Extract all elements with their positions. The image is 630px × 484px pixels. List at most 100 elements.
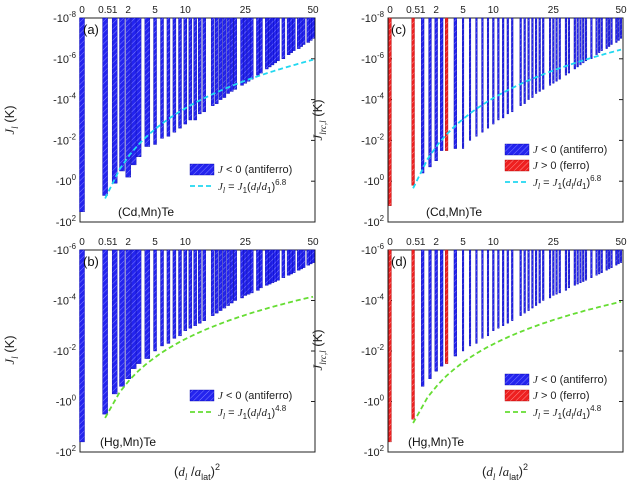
bar-antiferro [230,249,234,304]
legend-label-fit: Jl = J1(dl/d1)6.8 [533,174,602,191]
y-tick-label: -10-2 [53,132,76,147]
bar-antiferro [193,17,197,121]
legend-label-fit: Jl = J1(dl/d1)4.8 [218,404,287,421]
bar-antiferro [256,249,260,291]
bar-antiferro [265,17,269,70]
bar-antiferro [421,249,425,387]
bar-antiferro [172,17,177,133]
material-label: (Hg,Mn)Te [100,435,156,449]
top-tick-label: 0 [387,5,393,16]
bar-antiferro [119,17,125,172]
bar-antiferro [79,249,85,443]
top-tick-label: 0 [79,237,85,248]
bar-antiferro [582,249,585,282]
bar-antiferro [193,249,197,326]
bar-antiferro [576,249,579,285]
legend-swatch-antiferro [189,389,215,402]
y-axis-label: Jl (K) [2,105,20,134]
legend-swatch-antiferro [189,163,215,176]
y-tick-label: -10-6 [53,51,77,66]
y-tick-label: -102 [56,444,76,459]
y-tick-label: -10-6 [361,242,385,257]
legend-label-fit: Jl = J1(dl/d1)4.8 [533,404,602,421]
legend-label-fit: Jl = J1(dl/d1)6.8 [218,178,287,195]
bar-antiferro [502,249,505,326]
top-tick-label: 5 [460,5,466,16]
bar-antiferro [178,17,182,129]
bar-antiferro [506,249,509,324]
bar-antiferro [198,249,202,324]
bar-antiferro [595,249,598,276]
bar-antiferro [555,249,558,295]
bar-antiferro [475,249,478,344]
bar-antiferro [246,249,251,295]
bar-antiferro [210,17,215,106]
bar-antiferro [210,249,215,316]
bar-antiferro [102,17,108,196]
bar-antiferro [240,17,244,86]
bar-antiferro [292,249,296,273]
bar-ferro [388,249,392,443]
bar-antiferro [590,249,593,278]
bar-antiferro [502,17,505,119]
bar-antiferro [598,249,601,275]
panel-label: (d) [391,254,407,269]
bar-antiferro [492,249,495,332]
bar-antiferro [535,249,538,306]
bar-antiferro [125,249,131,379]
bar-antiferro [552,17,555,84]
top-tick-label: 0 [79,5,85,16]
bar-antiferro [292,17,296,51]
bar-antiferro [267,249,272,285]
y-tick-label: -10-4 [53,293,77,308]
bar-antiferro [605,249,608,271]
bar-ferro [388,17,392,206]
y-axis-label: Jlrc,l (K) [310,99,328,140]
bar-antiferro [519,17,522,106]
bar-antiferro [428,17,432,168]
top-tick-label: 1 [420,5,426,16]
bar-antiferro [468,17,472,141]
bar-antiferro [608,249,611,270]
legend-label-antiferro: J < 0 (antiferro) [218,164,292,176]
bar-antiferro [178,249,182,337]
y-tick-label: -10-4 [53,92,77,107]
bar-antiferro [462,17,465,149]
top-tick-label: 5 [152,237,158,248]
y-axis-label: Jlrc,l (K) [310,329,328,370]
top-tick-label: 2 [125,5,131,16]
y-tick-label: -100 [56,173,77,188]
bar-ferro [411,249,415,420]
bar-antiferro [453,249,457,357]
top-tick-label: 10 [180,237,192,248]
bar-antiferro [144,249,151,359]
y-tick-label: -100 [364,173,385,188]
bar-antiferro [567,249,570,289]
bar-antiferro [301,17,306,45]
bar-antiferro [600,17,603,51]
bar-antiferro [558,17,561,80]
bar-antiferro [617,17,620,41]
fit-line [412,48,622,189]
bar-antiferro [198,17,202,115]
legend-swatch-ferro [504,389,530,402]
bar-antiferro [584,249,588,281]
top-tick-label: 1 [112,237,118,248]
bar-antiferro [619,249,623,263]
bar-antiferro [102,249,108,415]
x-axis-label: (dl /alat)2 [482,462,528,482]
bar-antiferro [531,17,534,98]
bar-antiferro [615,17,618,43]
top-tick-label: 10 [488,5,500,16]
bar-antiferro [523,17,526,104]
bar-antiferro [475,17,478,137]
bar-antiferro [226,249,230,306]
top-tick-label: 5 [152,5,158,16]
legend: J < 0 (antiferro) J > 0 (ferro) Jl = J1(dl… [504,143,607,191]
bar-antiferro [573,17,576,70]
bar-antiferro [301,249,306,268]
panel-label: (b) [83,254,99,269]
bar-antiferro [511,17,514,113]
